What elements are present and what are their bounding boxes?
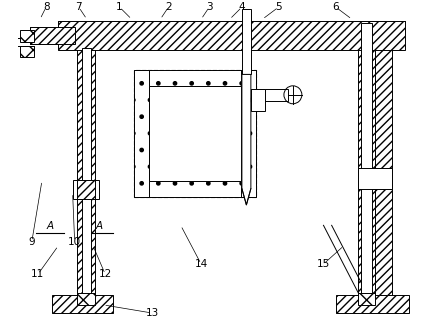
Text: 6: 6 [332, 2, 339, 12]
Bar [52, 295, 113, 313]
Bar [358, 21, 375, 295]
Text: 5: 5 [275, 2, 282, 12]
Bar [0, 38, 5, 45]
Text: 7: 7 [75, 2, 82, 12]
Bar [134, 70, 256, 86]
Text: 14: 14 [194, 259, 208, 269]
Polygon shape [242, 74, 251, 205]
Bar [19, 30, 34, 42]
Text: 4: 4 [239, 2, 245, 12]
Bar [73, 180, 99, 199]
Bar [358, 294, 375, 305]
Text: 9: 9 [28, 236, 35, 247]
Bar [77, 294, 95, 305]
Bar [358, 168, 392, 189]
Bar [30, 28, 74, 44]
Bar [58, 21, 405, 50]
Bar [19, 46, 34, 57]
Bar [82, 48, 90, 293]
Text: 13: 13 [146, 308, 159, 318]
Text: A: A [47, 221, 54, 232]
Bar [77, 180, 95, 199]
Text: 10: 10 [68, 236, 81, 247]
Bar [241, 70, 256, 197]
Text: 2: 2 [165, 2, 172, 12]
Bar [361, 23, 373, 293]
Bar [134, 70, 256, 197]
Bar [375, 21, 392, 295]
Text: 15: 15 [317, 259, 330, 269]
Bar [134, 181, 256, 197]
Text: 1: 1 [116, 2, 123, 12]
Text: 11: 11 [31, 269, 45, 279]
Bar [149, 86, 241, 181]
Bar [242, 9, 251, 74]
Text: 12: 12 [99, 269, 112, 279]
Bar [251, 89, 288, 101]
Bar [77, 46, 95, 295]
Bar [251, 89, 265, 111]
Bar [134, 70, 149, 197]
Text: A: A [96, 221, 103, 232]
Text: 8: 8 [43, 2, 50, 12]
Bar [336, 295, 409, 313]
Text: 3: 3 [206, 2, 213, 12]
